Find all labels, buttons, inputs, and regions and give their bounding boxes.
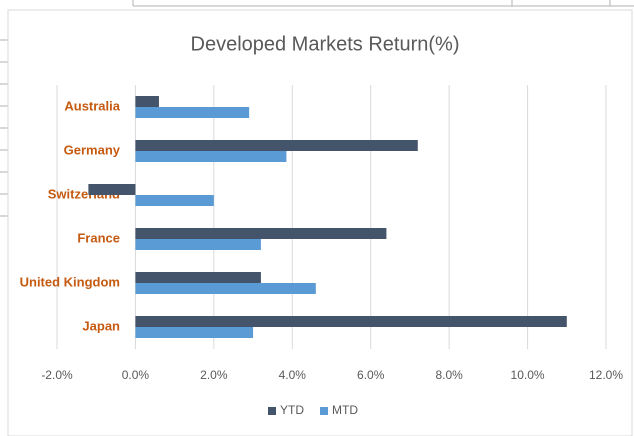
x-tick-label: 8.0% [435,368,463,382]
bar [135,316,567,327]
x-tick-label: 0.0% [122,368,150,382]
y-tick-label: Japan [82,318,120,333]
bar [135,151,287,162]
y-tick-label: Germany [64,142,121,157]
bar [135,239,261,250]
legend-swatch [320,407,328,415]
x-tick-label: 10.0% [511,368,545,382]
bar [88,184,136,195]
bar [135,195,214,206]
bar [135,272,261,283]
y-tick-label: United Kingdom [20,274,120,289]
legend-label: YTD [280,403,304,417]
bar [135,327,254,338]
bar [135,140,418,151]
x-tick-label: 12.0% [589,368,623,382]
legend-label: MTD [332,403,358,417]
spreadsheet-background [0,0,634,217]
bar [135,228,387,239]
x-tick-label: 4.0% [279,368,307,382]
bar [135,96,159,107]
bar [135,283,316,294]
x-tick-label: -2.0% [41,368,73,382]
x-tick-label: 2.0% [200,368,228,382]
chart-title: Developed Markets Return(%) [191,33,460,55]
y-tick-label: France [77,230,120,245]
x-tick-label: 6.0% [357,368,385,382]
y-tick-label: Australia [64,98,120,113]
legend-swatch [268,407,276,415]
bar [135,107,250,118]
